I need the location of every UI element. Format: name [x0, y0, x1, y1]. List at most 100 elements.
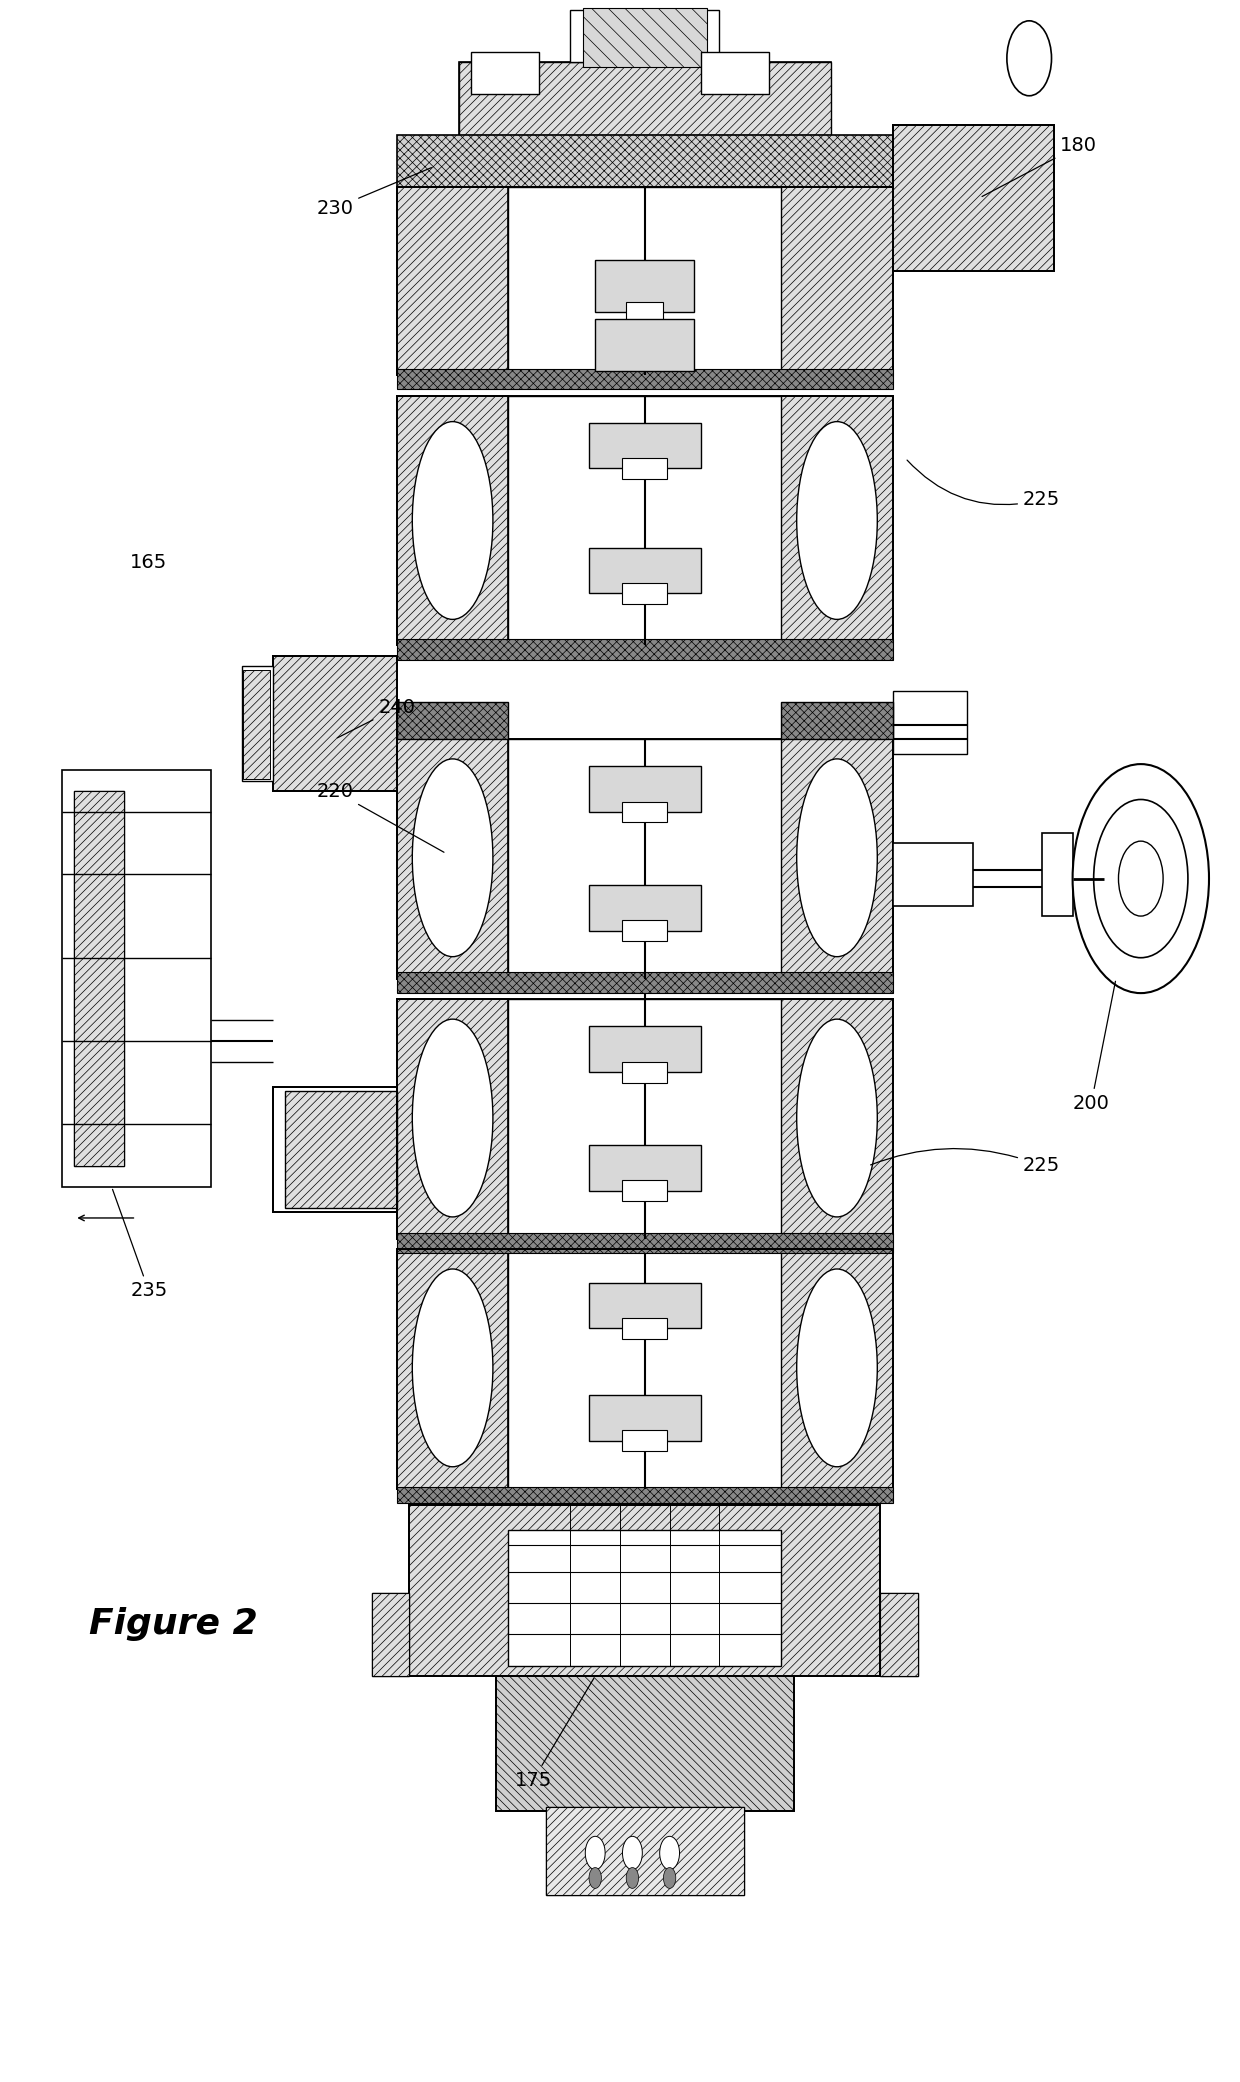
Bar	[589, 766, 701, 812]
Bar	[622, 1062, 667, 1083]
Ellipse shape	[797, 760, 878, 958]
Text: 230: 230	[316, 169, 432, 219]
Text: 200: 200	[1073, 981, 1116, 1114]
Bar	[595, 260, 694, 312]
Ellipse shape	[797, 1268, 878, 1466]
Bar	[622, 1180, 667, 1201]
Bar	[372, 1593, 409, 1676]
Bar	[589, 548, 701, 593]
Bar	[893, 125, 1054, 271]
Bar	[701, 52, 769, 94]
Bar	[409, 1505, 880, 1676]
Bar	[622, 802, 667, 822]
Bar	[589, 1145, 701, 1191]
Bar	[781, 187, 893, 375]
Bar	[589, 1026, 701, 1072]
Bar	[409, 1505, 880, 1676]
Bar	[273, 1087, 397, 1212]
Bar	[508, 999, 781, 1239]
Bar	[459, 62, 831, 135]
Bar	[508, 187, 781, 375]
Circle shape	[1094, 799, 1188, 958]
Bar	[397, 1249, 508, 1489]
Text: 175: 175	[515, 1678, 594, 1791]
Bar	[273, 1087, 397, 1212]
Bar	[626, 302, 663, 323]
Bar	[622, 1430, 667, 1451]
Bar	[622, 458, 667, 479]
Bar	[397, 999, 893, 1239]
Bar	[397, 702, 508, 739]
Bar	[397, 1487, 893, 1503]
Ellipse shape	[797, 421, 878, 620]
Bar	[508, 739, 781, 979]
Bar	[508, 1249, 781, 1489]
Text: Figure 2: Figure 2	[89, 1607, 258, 1641]
Circle shape	[626, 1868, 639, 1888]
Bar	[781, 739, 893, 979]
Bar	[781, 999, 893, 1239]
Bar	[397, 369, 893, 389]
Bar	[397, 639, 893, 660]
Bar	[74, 791, 124, 1166]
Bar	[589, 885, 701, 931]
Bar	[622, 583, 667, 604]
Text: 235: 235	[113, 1189, 167, 1301]
Bar	[243, 670, 270, 779]
Bar	[546, 1807, 744, 1895]
Text: 225: 225	[908, 460, 1060, 510]
Bar	[397, 1249, 893, 1489]
Circle shape	[589, 1868, 601, 1888]
Bar	[397, 396, 893, 645]
Bar	[242, 666, 273, 781]
Bar	[496, 1676, 794, 1811]
Ellipse shape	[412, 421, 492, 620]
Bar	[397, 972, 893, 993]
Bar	[273, 656, 397, 791]
Bar	[285, 1091, 397, 1208]
Bar	[589, 1395, 701, 1441]
Bar	[508, 396, 781, 645]
Circle shape	[622, 1836, 642, 1870]
Bar	[583, 8, 707, 67]
Bar	[595, 319, 694, 371]
Bar	[397, 187, 893, 375]
Text: 225: 225	[870, 1149, 1060, 1176]
Bar	[397, 187, 508, 375]
Bar	[397, 999, 508, 1239]
Bar	[893, 691, 967, 754]
Bar	[74, 791, 124, 1166]
Circle shape	[585, 1836, 605, 1870]
Ellipse shape	[412, 1268, 492, 1466]
Bar	[781, 396, 893, 645]
Bar	[372, 1593, 409, 1676]
Bar	[1042, 833, 1073, 916]
Circle shape	[1118, 841, 1163, 916]
Text: 240: 240	[337, 697, 415, 737]
Bar	[589, 1283, 701, 1328]
Bar	[508, 1530, 781, 1666]
Bar	[459, 62, 831, 135]
Bar	[273, 656, 397, 791]
Bar	[397, 135, 893, 187]
Bar	[622, 920, 667, 941]
Bar	[893, 843, 973, 906]
Ellipse shape	[412, 760, 492, 958]
Text: 165: 165	[130, 552, 167, 573]
Ellipse shape	[797, 1018, 878, 1216]
Bar	[496, 1676, 794, 1811]
Bar	[471, 52, 539, 94]
Bar	[781, 1249, 893, 1489]
Bar	[397, 739, 508, 979]
Circle shape	[660, 1836, 680, 1870]
Bar	[397, 1233, 893, 1253]
Bar	[397, 739, 893, 979]
Ellipse shape	[412, 1018, 492, 1216]
Bar	[880, 1593, 918, 1676]
Bar	[893, 125, 1054, 271]
Bar	[781, 702, 893, 739]
Bar	[570, 10, 719, 62]
Circle shape	[1007, 21, 1052, 96]
Bar	[880, 1593, 918, 1676]
Text: 180: 180	[982, 135, 1097, 196]
